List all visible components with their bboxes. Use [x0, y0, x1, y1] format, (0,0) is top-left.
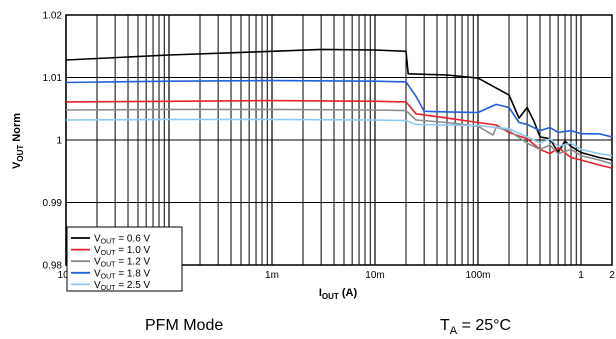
caption-temperature: TA = 25°C: [440, 317, 512, 338]
x-tick-label: 10µ: [58, 270, 75, 281]
legend-entry: VOUT = 1.8 V: [94, 268, 151, 280]
x-tick-label: 2: [609, 270, 615, 281]
series-line-2: [65, 99, 613, 169]
legend-entry: VOUT = 0.6 V: [94, 234, 151, 246]
plot-area: [65, 14, 613, 266]
legend-entry: VOUT = 2.5 V: [94, 280, 151, 292]
y-tick-labels: 0.98 0.99 1 1.01 1.02: [43, 11, 63, 272]
x-tick-label: 100m: [465, 270, 490, 281]
legend-entry: VOUT = 1.0 V: [94, 245, 151, 257]
series-layer: [65, 48, 613, 169]
y-tick-label: 0.98: [43, 261, 63, 272]
x-tick-label: 1: [578, 270, 584, 281]
legend-entry: VOUT = 1.2 V: [94, 257, 151, 269]
caption-mode: PFM Mode: [145, 317, 224, 334]
series-line-3: [65, 108, 613, 165]
y-tick-label: 1.02: [43, 11, 63, 22]
series-line-4: [65, 79, 613, 138]
y-tick-label: 1.01: [43, 73, 63, 84]
x-tick-label: 10m: [365, 270, 384, 281]
y-axis-label: VOUT Norm: [11, 113, 25, 169]
y-tick-label: 1: [56, 136, 62, 147]
series-line-1: [65, 48, 613, 161]
x-axis-label: IOUT (A): [319, 287, 358, 301]
y-tick-label: 0.99: [43, 198, 63, 209]
series-line-5: [65, 118, 613, 157]
x-tick-label: 1m: [265, 270, 279, 281]
